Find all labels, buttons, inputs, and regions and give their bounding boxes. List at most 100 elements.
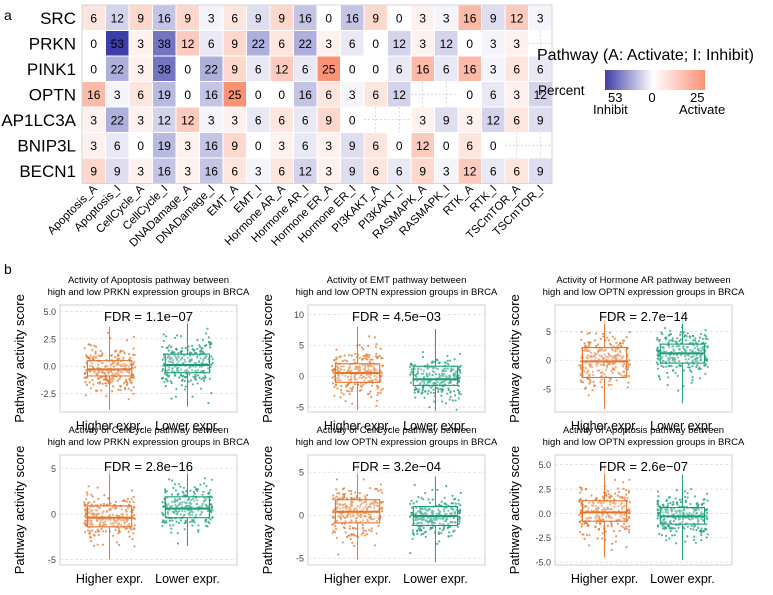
heatmap-cell-label: 0 [184, 88, 191, 102]
boxplot-ylabel: Pathway activity score [12, 294, 27, 423]
boxplot-ytick-label: -2.5 [535, 533, 551, 543]
heatmap-cell [317, 158, 340, 183]
heatmap-cell-label: 9 [137, 11, 144, 25]
heatmap-cell [82, 5, 105, 30]
heatmap-cell-label: 6 [396, 62, 403, 76]
heatmap-cell [223, 82, 246, 107]
heatmap-cell [129, 5, 152, 30]
boxplot-fdr-background [595, 308, 692, 324]
heatmap-cell-label: 3 [419, 11, 426, 25]
heatmap-cell-label: 6 [137, 88, 144, 102]
heatmap-cell [247, 107, 270, 132]
heatmap-cell-label: 9 [443, 113, 450, 127]
boxplot-fdr-background [348, 458, 445, 474]
heatmap-cell [458, 82, 481, 107]
heatmap-cell-label: 3 [325, 164, 332, 178]
heatmap-cell-label: 9 [278, 11, 285, 25]
heatmap-cell [82, 158, 105, 183]
heatmap-cell [482, 158, 505, 183]
heatmap-cell [294, 107, 317, 132]
boxplot-category-label: Higher expr. [76, 572, 143, 586]
boxplot-category-label: Lower expr. [155, 419, 220, 433]
boxplot-fdr-label: FDR = 4.5e−03 [352, 309, 441, 324]
heatmap-cell-label: 12 [440, 37, 454, 51]
heatmap-cell [247, 31, 270, 56]
heatmap-cell [529, 56, 552, 81]
heatmap-cell-label: 53 [111, 37, 125, 51]
heatmap-cell-label: 0 [396, 11, 403, 25]
heatmap-cell-label: 12 [181, 37, 195, 51]
boxplot-category-label: Lower expr. [403, 419, 468, 433]
heatmap-cell [505, 56, 528, 81]
heatmap-cell [317, 107, 340, 132]
heatmap-cell [505, 5, 528, 30]
boxplot-box [86, 470, 133, 560]
heatmap-cell [129, 31, 152, 56]
heatmap-cell-label: 16 [205, 164, 219, 178]
heatmap-cell-label: 12 [393, 88, 407, 102]
heatmap-cell-label: 3 [325, 139, 332, 153]
heatmap-cell-label: 9 [231, 139, 238, 153]
heatmap-cell-label: 16 [416, 62, 430, 76]
boxplot-category-label: Lower expr. [155, 572, 220, 586]
boxplot-ytick-label: 2.5 [43, 334, 56, 344]
heatmap-cell [294, 158, 317, 183]
heatmap-cell [153, 56, 176, 81]
heatmap-cell [388, 5, 411, 30]
heatmap-cell [82, 133, 105, 158]
heatmap-cell-label: 3 [137, 164, 144, 178]
boxplot-box [412, 476, 459, 563]
heatmap-cell [176, 31, 199, 56]
heatmap-cell [364, 5, 387, 30]
heatmap-cell [364, 31, 387, 56]
heatmap-cell-label: 22 [205, 62, 219, 76]
heatmap-cell-label: 6 [490, 88, 497, 102]
heatmap-cell-label: 16 [346, 11, 360, 25]
heatmap-cell-label: 12 [111, 11, 125, 25]
heatmap-cell-label: 9 [255, 11, 262, 25]
heatmap-cell [317, 31, 340, 56]
boxplot-panel: Activity of Apoptosis pathway betweenhig… [507, 425, 745, 586]
heatmap-cell [364, 158, 387, 183]
heatmap-cell [200, 133, 223, 158]
heatmap-cell [106, 158, 129, 183]
boxplot-ytick-label: 0 [51, 510, 56, 520]
heatmap-cell [82, 56, 105, 81]
heatmap-cell-label: 22 [111, 113, 125, 127]
heatmap-cell [317, 56, 340, 81]
boxplot-title-line2: high and low OPTN expression groups in B… [543, 437, 745, 448]
boxplot-title-line2: high and low PRKN expression groups in B… [48, 437, 250, 448]
heatmap-cell [200, 5, 223, 30]
heatmap-cell-label: 12 [416, 139, 430, 153]
heatmap-cell [270, 82, 293, 107]
heatmap-cell-label: 0 [278, 88, 285, 102]
heatmap-cell [200, 107, 223, 132]
heatmap-cell-label: 9 [490, 11, 497, 25]
heatmap-cell-label: 16 [463, 11, 477, 25]
heatmap-cell-label: 6 [278, 164, 285, 178]
boxplot-box [581, 319, 628, 410]
boxplot-box [164, 461, 211, 546]
boxplot-category-label: Higher expr. [324, 419, 391, 433]
heatmap-cell-label: 6 [537, 62, 544, 76]
boxplot-category-label: Higher expr. [571, 419, 638, 433]
heatmap-cell [317, 82, 340, 107]
boxplot-ytick-label: -5 [296, 554, 304, 564]
boxplot-ytick-label: -5 [543, 384, 551, 394]
heatmap-cell-label: 6 [513, 113, 520, 127]
heatmap-panel: 6 12 9 16 9 3 6 9 9 16 0 16 9 0 3 3 16 9 12 30 53 3 38 12 6 9 22 6 2… [0, 4, 553, 249]
heatmap-cell-label: 0 [349, 113, 356, 127]
boxplot-title-line1: Activity of Apoptosis pathway between [68, 275, 229, 286]
heatmap-cell-label: 6 [278, 37, 285, 51]
heatmap-empty-cell [387, 107, 411, 133]
heatmap-cell [341, 133, 364, 158]
boxplot-title-line2: high and low OPTN expression groups in B… [543, 287, 745, 298]
heatmap-cell-label: 0 [184, 62, 191, 76]
heatmap-cell-label: 9 [114, 164, 121, 178]
heatmap-cell [341, 158, 364, 183]
heatmap-cell-label: 0 [90, 37, 97, 51]
heatmap-cell [106, 82, 129, 107]
legend-min-value: 53 [608, 90, 622, 105]
heatmap-cell [129, 56, 152, 81]
boxplot-title-line1: Activity of CellCycle pathway between [69, 425, 229, 436]
